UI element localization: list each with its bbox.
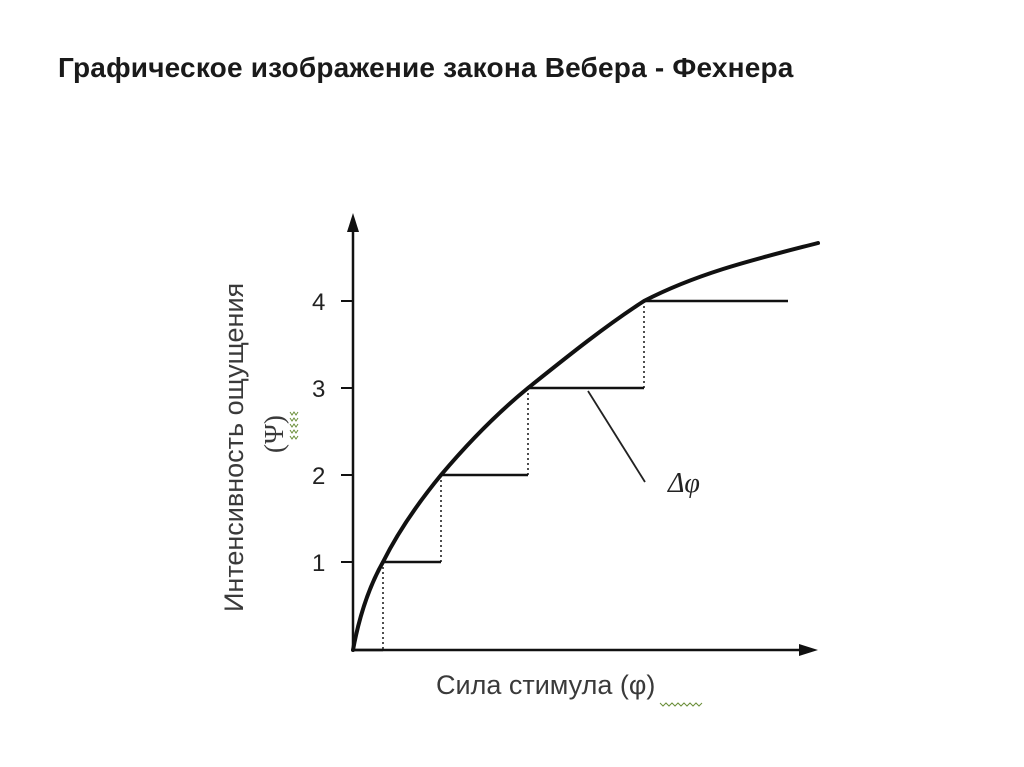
y-axis-symbol: (Ψ) [259, 415, 289, 453]
y-axis-label: Интенсивность ощущения [219, 283, 249, 612]
x-axis-arrow-icon [799, 644, 818, 656]
y-tick-label-2: 2 [312, 463, 325, 490]
delta-phi-label: Δφ [667, 468, 700, 499]
delta-pointer-line [587, 390, 646, 483]
y-tick-label-4: 4 [312, 289, 325, 316]
y-tick-labels: 1 2 3 4 [312, 289, 325, 577]
sensation-curve [351, 241, 820, 652]
y-axis-arrow-icon [347, 213, 359, 232]
x-axis-label: Сила стимула (φ) [436, 670, 655, 700]
step-lines [353, 299, 788, 652]
y-symbol-spellcheck-squiggle [289, 411, 299, 440]
y-ticks [341, 300, 353, 563]
slide-title: Графическое изображение закона Вебера - … [58, 52, 794, 83]
axes [347, 213, 818, 656]
y-tick-label-3: 3 [312, 376, 325, 403]
y-tick-label-1: 1 [312, 550, 325, 577]
x-symbol-spellcheck-squiggle [659, 702, 703, 707]
